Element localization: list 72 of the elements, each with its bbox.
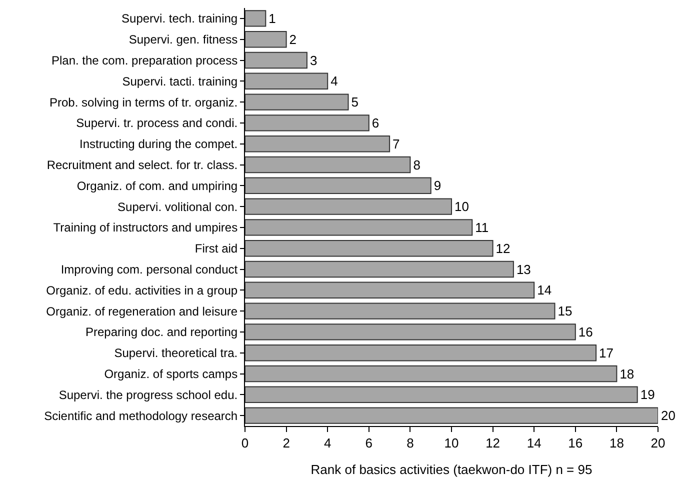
bar: [245, 114, 370, 132]
y-tick-label: Improving com. personal conduct: [60, 262, 238, 276]
y-tick-label: Instructing during the compet.: [80, 137, 238, 152]
bar: [245, 10, 266, 27]
x-tick-label: 8: [406, 436, 414, 451]
bar: [245, 72, 328, 90]
bar: [245, 365, 618, 382]
data-label: 6: [372, 115, 380, 130]
bar: [245, 240, 494, 257]
data-label: 18: [620, 366, 634, 382]
data-label: 9: [434, 178, 442, 194]
bar: [245, 260, 514, 278]
y-tick-label: Organiz. of edu. activities in a group: [46, 283, 238, 298]
data-label: 12: [496, 240, 510, 256]
x-tick-label: 2: [282, 436, 290, 451]
data-label: 14: [537, 282, 552, 298]
bar: [245, 407, 658, 424]
y-tick-label: Supervi. volitional con.: [118, 200, 238, 214]
y-tick-label: Supervi. the progress school edu.: [58, 388, 238, 402]
data-label: 3: [310, 52, 318, 68]
data-label: 10: [454, 199, 469, 214]
bar: [245, 52, 308, 69]
bar: [245, 177, 432, 194]
y-tick-label: Prob. solving in terms of tr. organiz.: [50, 95, 238, 110]
bar: [245, 156, 411, 174]
data-label: 15: [558, 304, 572, 319]
data-label: 1: [268, 10, 276, 26]
x-tick-label: 6: [365, 436, 373, 451]
y-tick-label: First aid: [194, 242, 238, 256]
y-tick-label: Supervi. tr. process and condi.: [76, 116, 238, 130]
bar: [245, 198, 452, 215]
y-tick-label: Organiz. of com. and umpiring: [76, 178, 238, 193]
y-tick-label: Organiz. of sports camps: [104, 366, 238, 381]
bar: [245, 386, 638, 403]
x-tick-label: 18: [609, 436, 624, 451]
bar: [245, 219, 473, 236]
x-tick-label: 14: [526, 436, 542, 451]
y-tick-label: Scientific and methodology research: [44, 408, 238, 423]
bar: [245, 31, 287, 48]
y-tick-label: Recruitment and select. for tr. class.: [46, 158, 238, 172]
data-label: 4: [330, 74, 338, 89]
y-tick-label: Supervi. tech. training: [122, 12, 238, 26]
data-label: 19: [640, 387, 655, 402]
data-label: 7: [392, 136, 400, 152]
bar: [245, 282, 535, 298]
data-label: 5: [351, 94, 358, 110]
y-tick-label: Supervi. gen. fitness: [128, 32, 238, 47]
data-label: 16: [578, 324, 593, 340]
bar: [245, 136, 390, 152]
x-tick-label: 0: [241, 436, 249, 451]
bar: [245, 94, 349, 110]
x-tick-label: 4: [324, 436, 332, 451]
x-tick-label: 10: [444, 436, 459, 451]
data-label: 11: [475, 220, 489, 235]
y-tick-label: Organiz. of regeneration and leisure: [46, 304, 238, 318]
x-tick-label: 20: [650, 436, 666, 451]
bar: [245, 302, 556, 320]
x-tick-label: 12: [486, 436, 500, 451]
y-tick-label: Training of instructors and umpires: [53, 220, 238, 235]
bar: [245, 324, 576, 340]
y-tick-label: Preparing doc. and reporting: [85, 325, 238, 340]
data-label: 13: [516, 262, 531, 277]
data-label: 8: [413, 157, 420, 172]
data-label: 20: [661, 408, 676, 424]
x-axis-title: Rank of basics activities (taekwon-do ITF) n = 95: [310, 462, 592, 478]
y-tick-label: Supervi. theoretical tra.: [114, 346, 238, 360]
bar: [245, 344, 597, 362]
data-label: 17: [599, 345, 614, 360]
y-tick-label: Supervi. tacti. training: [122, 74, 238, 88]
data-label: 2: [289, 32, 297, 47]
x-tick-label: 16: [568, 436, 583, 451]
y-tick-label: Plan. the com. preparation process: [51, 53, 238, 68]
